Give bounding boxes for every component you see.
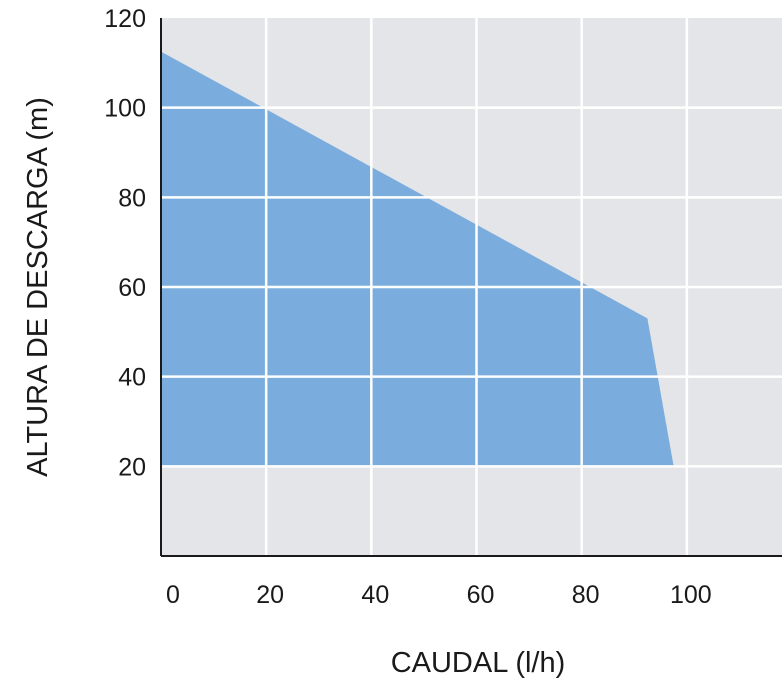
- y-tick-labels: 20 40 60 80 100 120: [104, 5, 146, 481]
- y-tick-label: 100: [104, 95, 146, 123]
- y-tick-label: 60: [118, 274, 146, 302]
- area-layer: [161, 51, 674, 467]
- x-tick-label: 100: [670, 581, 712, 609]
- x-axis-title: CAUDAL (l/h): [391, 647, 566, 679]
- x-tick-label: 40: [361, 581, 389, 609]
- y-tick-label: 20: [118, 453, 146, 481]
- x-tick-label: 60: [467, 581, 495, 609]
- y-tick-label: 40: [118, 364, 146, 392]
- y-axis-title: ALTURA DE DESCARGA (m): [22, 97, 54, 477]
- x-tick-labels: 0 20 40 60 80 100: [166, 581, 712, 609]
- x-tick-label: 80: [572, 581, 600, 609]
- y-tick-label: 120: [104, 5, 146, 33]
- x-tick-label: 20: [256, 581, 284, 609]
- grid-lines: [161, 18, 782, 556]
- area-series-0: [161, 51, 674, 467]
- y-tick-label: 80: [118, 184, 146, 212]
- x-tick-label: 0: [166, 581, 180, 609]
